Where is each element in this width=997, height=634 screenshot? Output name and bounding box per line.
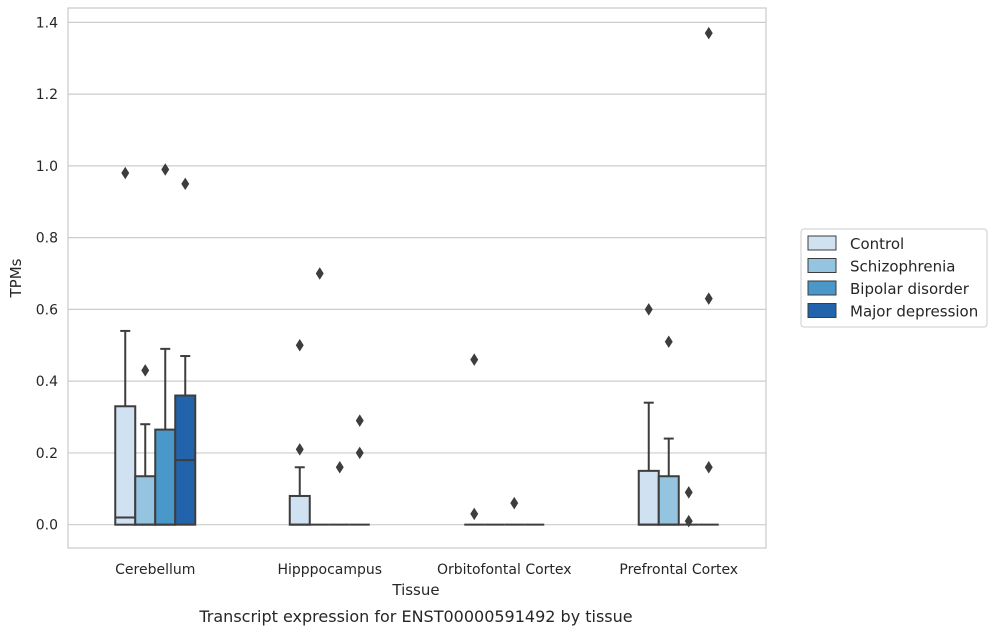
legend-swatch (807, 280, 837, 296)
outlier-point (121, 166, 130, 180)
box (678, 486, 699, 528)
plot-frame (67, 7, 767, 549)
series-schizophrenia (134, 267, 680, 526)
outlier-point (704, 26, 713, 40)
outlier-point (470, 507, 479, 521)
box (637, 303, 660, 526)
outlier-point (335, 461, 344, 474)
outlier-point (684, 514, 693, 528)
x-tick-label: Orbitofontal Cortex (437, 562, 572, 578)
box-body (134, 475, 157, 526)
legend-frame (800, 228, 988, 328)
box-body (657, 475, 680, 526)
outlier-point (355, 446, 364, 460)
outlier-point (315, 267, 324, 280)
legend-label: Major depression (850, 303, 978, 321)
y-tick-label: 0.8 (36, 231, 58, 247)
box (174, 177, 197, 526)
outlier-point (510, 496, 519, 510)
y-tick-labels: 0.0 0.2 0.4 0.6 0.8 1.0 1.2 1.4 (36, 15, 58, 533)
box (349, 414, 370, 526)
chart-caption: Transcript expression for ENST0000059149… (198, 607, 632, 626)
outlier-point (704, 292, 713, 305)
y-tick-label: 0.2 (36, 446, 58, 462)
series-bipolar-disorder (154, 163, 699, 528)
x-tick-label: Cerebellum (115, 562, 195, 578)
outlier-point (664, 335, 673, 348)
box (464, 353, 485, 526)
box-body (637, 469, 660, 526)
legend-label: Schizophrenia (850, 258, 955, 276)
outlier-point (161, 163, 170, 176)
box (134, 364, 157, 526)
outlier-point (295, 339, 304, 352)
y-axis-label: TPMs (7, 258, 25, 298)
boxplot-series (114, 26, 719, 528)
series-major-depression (174, 26, 719, 526)
y-tick-label: 0.0 (36, 518, 58, 534)
box (698, 26, 719, 526)
outlier-point (644, 303, 653, 316)
legend-swatch (807, 235, 837, 251)
box-body (154, 428, 177, 526)
box (657, 335, 680, 526)
outlier-point (470, 353, 479, 366)
legend-label: Control (850, 235, 904, 253)
outlier-point (704, 461, 713, 474)
outlier-point (141, 364, 150, 377)
box (504, 496, 525, 526)
y-tick-label: 1.0 (36, 159, 58, 175)
outlier-point (295, 443, 304, 456)
box (114, 166, 137, 526)
legend: Control Schizophrenia Bipolar disorder Majo… (800, 228, 988, 328)
legend-swatch (807, 258, 837, 273)
x-tick-label: Hipppocampus (277, 562, 382, 578)
x-tick-label: Prefrontal Cortex (619, 562, 738, 578)
outlier-point (684, 486, 693, 499)
series-control (114, 166, 660, 526)
legend-swatch (807, 303, 837, 318)
outlier-point (181, 177, 190, 191)
legend-label: Bipolar disorder (850, 280, 970, 298)
y-tick-label: 1.4 (36, 15, 58, 31)
y-tick-label: 0.6 (36, 302, 58, 318)
box (309, 267, 330, 526)
outlier-point (355, 414, 364, 427)
box (329, 461, 350, 526)
box-body (114, 405, 137, 526)
x-tick-labels: Cerebellum Hipppocampus Orbitofontal Corte… (115, 562, 738, 578)
x-axis-label: Tissue (391, 581, 439, 599)
y-tick-label: 1.2 (36, 87, 58, 103)
box-body (288, 494, 311, 526)
box (288, 339, 311, 526)
y-tick-label: 0.4 (36, 374, 58, 390)
